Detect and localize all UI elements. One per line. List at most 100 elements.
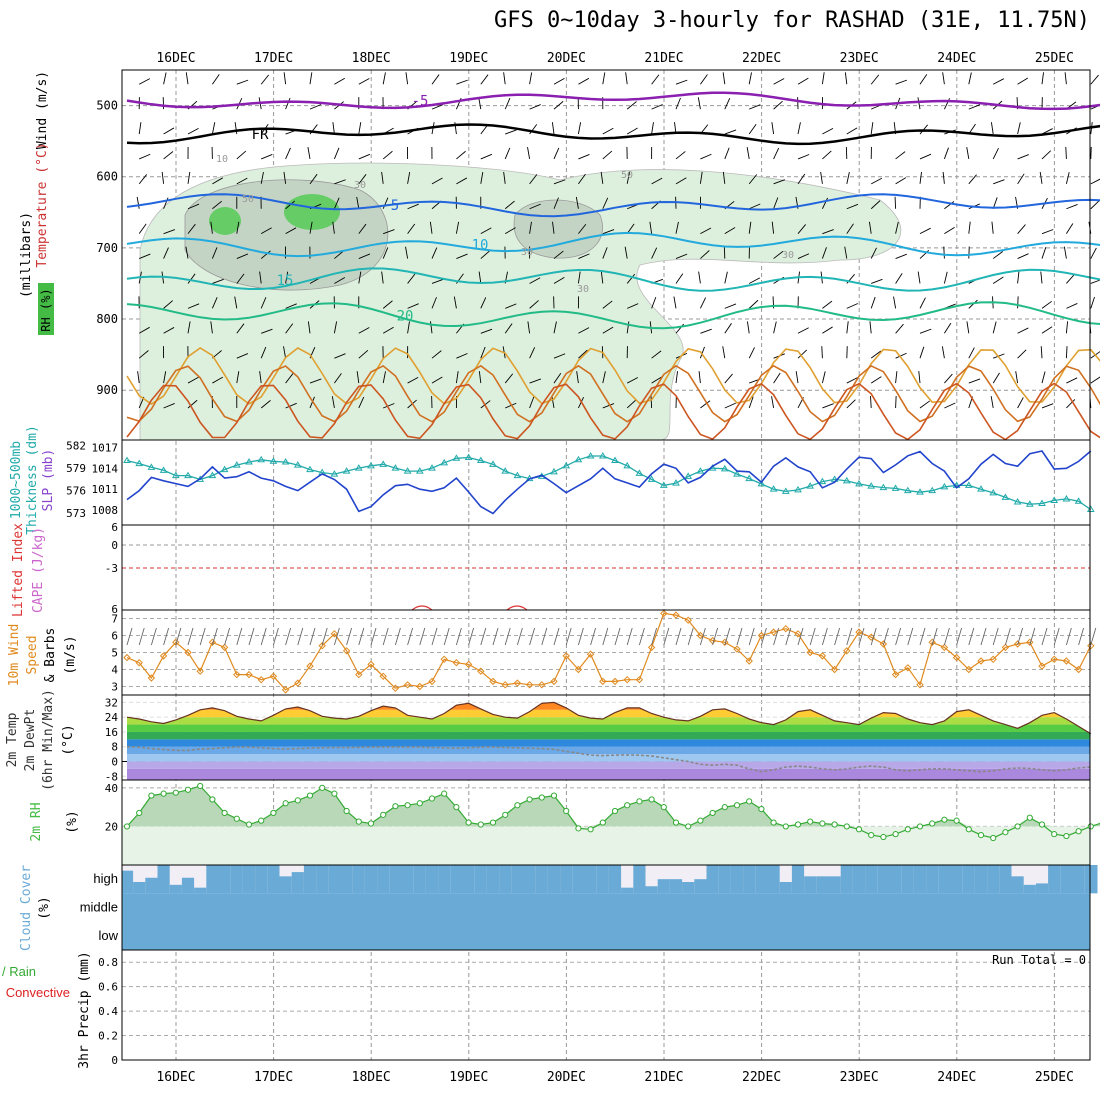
wind-tick-label: 5 (111, 647, 118, 660)
cloud-level-label: high (93, 871, 118, 886)
wind-barb (625, 72, 628, 85)
cloud-high-bar (755, 865, 769, 894)
wind-barb (407, 303, 419, 309)
wind-barb (529, 347, 536, 359)
rh-point (306, 792, 314, 799)
wind10m-barb (138, 627, 145, 646)
wind-barb (1090, 247, 1097, 259)
wind10m-point (611, 677, 619, 686)
thickness-point (745, 474, 754, 482)
rh-point (685, 823, 692, 830)
wind10m-point (269, 672, 278, 681)
wind-barb (480, 171, 484, 184)
isotherm-line (126, 91, 1100, 111)
rh-point (563, 807, 570, 815)
wind-barb (333, 147, 340, 160)
wind-barb (773, 100, 783, 110)
legend-lifted: Lifted Index (11, 523, 26, 617)
wind10m-point (391, 684, 400, 692)
bottom-day-label: 16DEC (156, 1070, 195, 1085)
wind10m-point (891, 670, 900, 679)
wind10m-barb (968, 627, 975, 646)
wind10m-point (696, 631, 705, 640)
wind-barb (407, 203, 419, 210)
rh-point (624, 802, 631, 809)
wind-barb (430, 321, 433, 334)
wind-barb (1041, 72, 1044, 85)
thickness-point (1001, 493, 1010, 500)
thickness-point (550, 467, 558, 475)
wind-barb (724, 98, 731, 110)
wind-tick-label: 4 (111, 664, 118, 677)
wind-barb (846, 377, 858, 384)
wind-barb (138, 174, 148, 185)
rh-point (392, 803, 399, 810)
rh-point (270, 809, 277, 817)
cloud-high-bar (255, 865, 268, 894)
wind-barb (185, 72, 189, 85)
wind-barb (673, 296, 677, 309)
bottom-day-label: 21DEC (644, 1070, 683, 1085)
wind-tick-label: 3 (111, 681, 118, 694)
wind-barb (846, 399, 856, 409)
wind10m-barb (468, 627, 475, 646)
wind10m-point (599, 677, 607, 686)
wind-barb (382, 247, 389, 259)
wind-barb (553, 372, 562, 384)
wind-barb (480, 297, 487, 309)
wind-barb (675, 221, 679, 234)
wind-barb (919, 328, 932, 334)
wind-barb (309, 72, 313, 85)
wind-barb (870, 247, 877, 259)
rh-point (733, 802, 741, 809)
wind-barb (236, 150, 247, 160)
wind-barb (749, 104, 761, 110)
rh-point (514, 802, 521, 809)
wind-barb (651, 247, 658, 259)
legend-temp-2: 2m DewPt (23, 709, 38, 772)
wind-barb (992, 321, 997, 334)
thickness-point (1025, 500, 1034, 507)
cloud-high-bar (1011, 876, 1025, 894)
wind-barb (1090, 74, 1099, 85)
thickness-point (903, 486, 912, 494)
legend-temperature: Temperature (°C) (35, 142, 50, 267)
wind10m-barb (797, 627, 804, 646)
wind-barb (456, 177, 468, 185)
rh-point (599, 819, 606, 826)
cloud-high-bar (401, 865, 415, 894)
cloud-high-bar (962, 865, 976, 894)
cloud-high-bar (523, 865, 537, 894)
wind10m-point (147, 674, 156, 682)
wind10m-point (501, 681, 509, 689)
thickness-point (940, 482, 949, 490)
rh-point (965, 826, 972, 833)
rh-base-fill (122, 826, 1090, 865)
wind-barb (358, 122, 362, 135)
wind-barb (870, 200, 881, 210)
wind-barb (1041, 326, 1053, 334)
wind-barb (578, 173, 586, 185)
wind-barb (651, 104, 663, 110)
wind10m-point (879, 640, 888, 648)
wind-barb (749, 203, 761, 210)
wind10m-barb (431, 627, 438, 646)
wind-barb (943, 271, 948, 284)
wind-barb (285, 323, 294, 334)
wind-barb (529, 378, 542, 384)
wind-barb (259, 371, 262, 384)
legend-slp: SLP (mb) (41, 449, 56, 512)
wind-barb (136, 196, 140, 209)
thickness-point (794, 485, 802, 493)
rh-point (697, 817, 704, 824)
thickness-point (501, 467, 510, 474)
wind-barb (138, 326, 150, 334)
rh-point (880, 833, 887, 841)
wind10m-barb (663, 627, 670, 646)
wind10m-barb (272, 627, 279, 646)
wind-barb (822, 229, 834, 235)
cloud-high-bar (230, 865, 244, 894)
wind-tick-label: 6 (111, 630, 118, 643)
cloud-high-bar (950, 865, 964, 894)
wind-barb (358, 327, 370, 334)
